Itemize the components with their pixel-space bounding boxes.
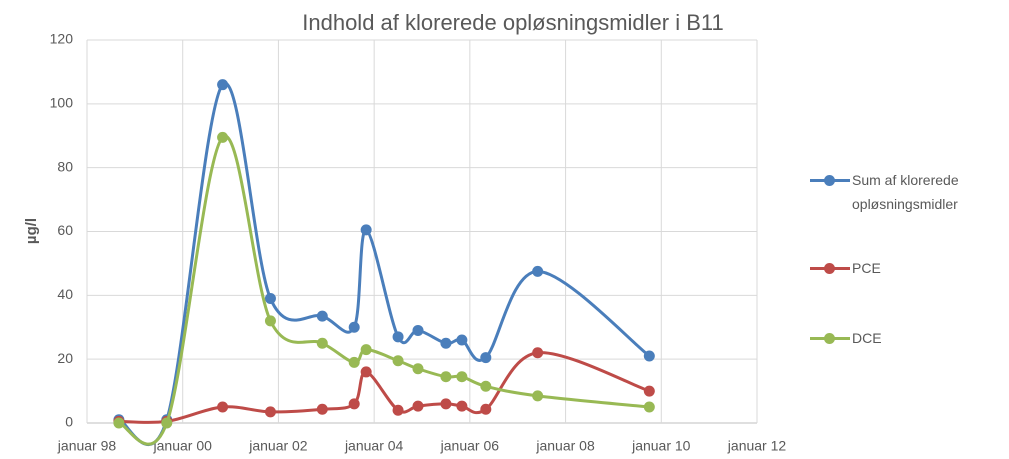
data-point (217, 79, 229, 91)
y-tick-label: 120 (50, 31, 74, 47)
data-point (217, 131, 229, 143)
x-tick-label: januar 12 (727, 438, 787, 454)
y-tick-label: 20 (57, 350, 73, 366)
data-point (392, 355, 404, 367)
y-tick-label: 0 (65, 414, 73, 430)
legend-item: Sum af klorerede opløsningsmidler (808, 168, 1008, 216)
data-point (532, 347, 544, 359)
legend-item: PCE (808, 256, 1008, 280)
data-point (440, 398, 452, 410)
data-point (264, 293, 276, 305)
chart-title: Indhold af klorerede opløsningsmidler i … (302, 10, 724, 35)
data-point (161, 417, 173, 429)
legend-label: PCE (852, 260, 881, 276)
data-point (392, 331, 404, 343)
data-point (264, 406, 276, 418)
y-axis-label: µg/l (23, 218, 40, 244)
legend-label: Sum af klorerede opløsningsmidler (852, 172, 959, 212)
data-point (412, 363, 424, 375)
data-point (440, 371, 452, 383)
data-point (643, 350, 655, 362)
data-point (264, 315, 276, 327)
x-tick-label: januar 10 (631, 438, 691, 454)
data-point (456, 400, 468, 412)
data-point (360, 344, 372, 356)
y-tick-label: 100 (50, 95, 74, 111)
data-point (348, 356, 360, 368)
data-point (643, 385, 655, 397)
data-point (348, 321, 360, 333)
x-tick-label: januar 98 (57, 438, 117, 454)
data-point (532, 265, 544, 277)
legend: Sum af klorerede opløsningsmidler PCE DCE (808, 168, 1008, 350)
x-tick-label: januar 08 (535, 438, 595, 454)
x-tick-label: januar 06 (440, 438, 500, 454)
legend-swatch (808, 256, 852, 280)
series-line (118, 134, 650, 446)
legend-item: DCE (808, 326, 1008, 350)
legend-swatch (808, 168, 852, 192)
data-point (316, 310, 328, 322)
y-tick-label: 80 (57, 158, 73, 174)
x-tick-label: januar 00 (153, 438, 213, 454)
series-line (118, 351, 650, 424)
x-tick-label: januar 02 (248, 438, 308, 454)
data-point (392, 404, 404, 416)
legend-swatch (808, 326, 852, 350)
data-point (456, 371, 468, 383)
data-point (480, 403, 492, 415)
data-point (412, 324, 424, 336)
data-point (217, 401, 229, 413)
data-point (456, 334, 468, 346)
data-point (412, 400, 424, 412)
y-tick-label: 40 (57, 286, 73, 302)
x-tick-label: januar 04 (344, 438, 404, 454)
y-tick-label: 60 (57, 222, 73, 238)
data-point (316, 337, 328, 349)
data-point (348, 398, 360, 410)
data-point (480, 352, 492, 364)
data-point (643, 401, 655, 413)
legend-label: DCE (852, 330, 882, 346)
data-point (360, 224, 372, 236)
data-point (440, 337, 452, 349)
data-point (532, 390, 544, 402)
data-point (480, 380, 492, 392)
data-point (316, 403, 328, 415)
data-point (360, 366, 372, 378)
data-point (113, 417, 125, 429)
